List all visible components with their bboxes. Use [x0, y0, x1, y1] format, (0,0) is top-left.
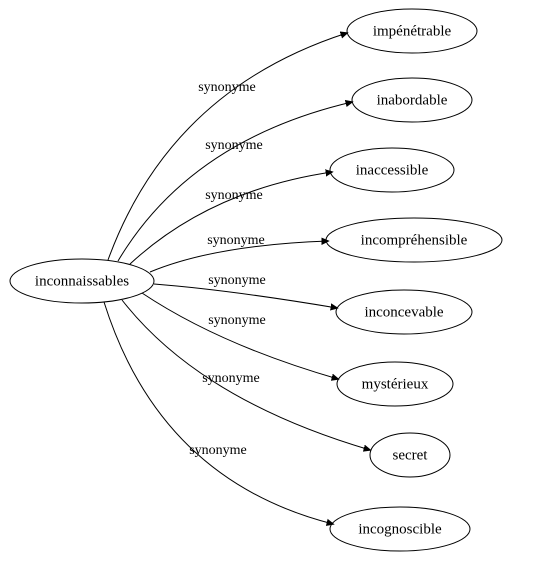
- svg-text:synonyme: synonyme: [205, 138, 263, 153]
- svg-text:incognoscible: incognoscible: [358, 521, 442, 537]
- target-node-6: secret: [370, 433, 450, 477]
- svg-text:mystérieux: mystérieux: [362, 376, 429, 392]
- svg-text:impénétrable: impénétrable: [373, 23, 452, 39]
- edge-synonyme-5: synonyme: [142, 293, 338, 379]
- svg-text:inconcevable: inconcevable: [364, 304, 443, 320]
- edge-synonyme-3: synonyme: [150, 233, 328, 272]
- target-node-3: incompréhensible: [326, 218, 502, 262]
- svg-text:synonyme: synonyme: [207, 233, 265, 248]
- target-node-1: inabordable: [352, 78, 472, 122]
- target-node-7: incognoscible: [330, 507, 470, 551]
- svg-text:synonyme: synonyme: [205, 188, 263, 203]
- svg-text:synonyme: synonyme: [189, 443, 247, 458]
- svg-text:inconnaissables: inconnaissables: [35, 273, 129, 289]
- svg-text:synonyme: synonyme: [198, 80, 256, 95]
- svg-text:secret: secret: [393, 447, 429, 463]
- target-node-5: mystérieux: [337, 362, 453, 406]
- target-node-0: impénétrable: [347, 9, 477, 53]
- target-node-4: inconcevable: [336, 290, 472, 334]
- svg-text:synonyme: synonyme: [208, 313, 266, 328]
- svg-text:inaccessible: inaccessible: [356, 162, 429, 178]
- svg-text:synonyme: synonyme: [202, 371, 260, 386]
- svg-text:incompréhensible: incompréhensible: [361, 232, 468, 248]
- edge-synonyme-4: synonyme: [154, 273, 337, 308]
- synonym-diagram: synonyme synonyme synonyme synonyme synonyme…: [0, 0, 541, 563]
- root-node: inconnaissables: [10, 259, 154, 303]
- target-node-2: inaccessible: [330, 148, 454, 192]
- svg-text:inabordable: inabordable: [377, 92, 448, 108]
- svg-text:synonyme: synonyme: [208, 273, 266, 288]
